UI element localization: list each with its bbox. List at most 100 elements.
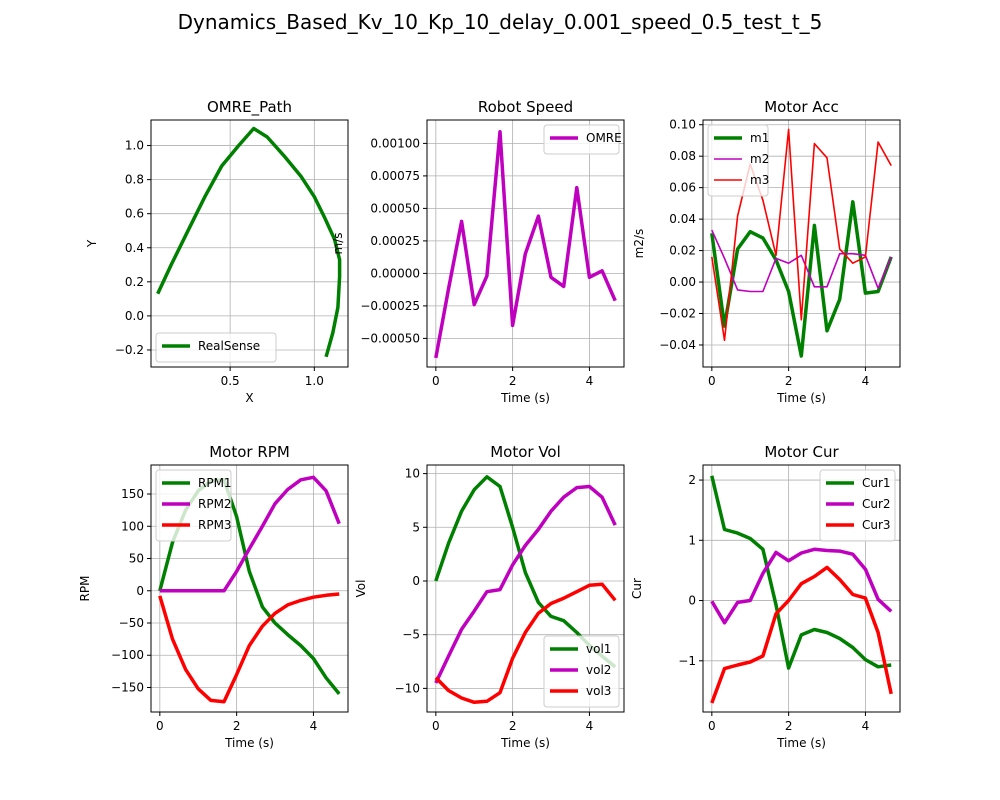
y-axis-label: Y	[85, 239, 99, 248]
panel-title: OMRE_Path	[207, 98, 292, 117]
y-tick-label: 0	[136, 584, 144, 598]
y-tick-label: 0.2	[125, 275, 144, 289]
panel-speed: 0 2 4 −0.00050 −0.00025 0.00000 0.00025 0.00050…	[331, 98, 625, 405]
x-axis-label: Time (s)	[500, 391, 550, 405]
x-tick-label: 0	[708, 719, 716, 733]
y-tick-label: 0.00000	[370, 266, 420, 280]
y-tick-label: 0.8	[125, 173, 144, 187]
legend: m1 m2 m3	[707, 124, 769, 197]
axes-frame	[150, 119, 349, 368]
series-line-cur1	[710, 475, 892, 670]
y-tick-label: 5	[412, 520, 420, 534]
y-tick-label: −0.00025	[360, 299, 420, 313]
y-tick-label: 2	[688, 473, 696, 487]
y-tick-label: 10	[405, 467, 420, 481]
y-tick-label: 1.0	[125, 139, 144, 153]
legend-label-vol3: vol3	[586, 684, 611, 698]
x-tick-label: 0	[432, 374, 440, 388]
y-tick-label: −50	[119, 616, 144, 630]
series-line-vol2	[434, 484, 617, 684]
legend-box	[707, 124, 769, 197]
y-axis-label: Cur	[630, 578, 644, 599]
x-tick-label: 0	[156, 719, 164, 733]
y-tick-label: 0.00025	[370, 234, 420, 248]
legend-label-m3: m3	[750, 173, 769, 187]
y-axis-label: m/s	[331, 233, 345, 255]
legend-label-m2: m2	[750, 152, 769, 166]
series-line-realsense	[156, 126, 342, 358]
axes-frame	[150, 464, 349, 713]
figure-title: Dynamics_Based_Kv_10_Kp_10_delay_0.001_s…	[177, 10, 823, 34]
x-tick-label: 4	[862, 374, 870, 388]
y-tick-label: 0	[688, 594, 696, 608]
y-tick-label: −0.2	[115, 343, 144, 357]
legend-label-rpm3: RPM3	[198, 518, 232, 532]
series-line-rpm3	[158, 592, 340, 704]
x-tick-label: 2	[509, 719, 517, 733]
y-tick-label: 100	[121, 519, 144, 533]
axes-frame	[702, 119, 901, 368]
x-tick-label: 0	[432, 719, 440, 733]
y-tick-label: 0.08	[669, 149, 696, 163]
legend-label-cur3: Cur3	[862, 518, 891, 532]
series-line-m2	[711, 229, 892, 293]
legend-box	[543, 124, 620, 155]
series-line-m3	[711, 128, 892, 342]
y-tick-label: 0.02	[669, 244, 696, 258]
panel-path: 0.5 1.0 −0.2 0.0 0.2 0.4 0.6 0.8 1.0 OMRE_Path X Y R…	[85, 98, 349, 405]
y-tick-label: 150	[121, 487, 144, 501]
x-tick-label: 4	[310, 719, 318, 733]
legend-label-cur1: Cur1	[862, 476, 891, 490]
x-tick-label: 2	[509, 374, 517, 388]
y-tick-label: 0.4	[125, 241, 144, 255]
y-tick-label: −5	[402, 628, 420, 642]
y-tick-label: −0.02	[659, 307, 696, 321]
axes-frame	[702, 464, 901, 713]
legend-label-vol1: vol1	[586, 642, 611, 656]
x-tick-label: 2	[785, 374, 793, 388]
x-tick-label: 4	[586, 719, 594, 733]
legend-label-rpm1: RPM1	[198, 476, 232, 490]
y-tick-label: 0	[412, 574, 420, 588]
legend: Cur1 Cur2 Cur3	[819, 469, 896, 542]
legend-label-m1: m1	[750, 131, 769, 145]
y-tick-label: −10	[395, 681, 420, 695]
y-tick-label: −0.00050	[360, 331, 420, 345]
series-line-cur2	[710, 547, 893, 625]
series-line-m1	[710, 200, 893, 358]
x-axis-label: X	[245, 391, 253, 405]
x-tick-label: 2	[233, 719, 241, 733]
y-axis-label: Vol	[354, 580, 368, 598]
x-tick-label: 1.0	[305, 374, 324, 388]
legend-box	[155, 332, 277, 363]
y-tick-label: 0.6	[125, 207, 144, 221]
legend: RealSense	[155, 332, 277, 363]
x-tick-label: 4	[586, 374, 594, 388]
series-line-vol3	[434, 582, 617, 705]
panel-rpm: 0 2 4 −150 −100 −50 0 50 100 150 Motor RPM Time (s)…	[78, 443, 349, 750]
legend-label-vol2: vol2	[586, 663, 611, 677]
x-tick-label: 4	[862, 719, 870, 733]
y-tick-label: 0.10	[669, 118, 696, 132]
series-line-cur3	[710, 565, 893, 704]
y-tick-label: 0.00050	[370, 201, 420, 215]
y-axis-label: RPM	[78, 576, 92, 602]
y-tick-label: 0.00100	[370, 136, 420, 150]
panel-title: Robot Speed	[478, 98, 573, 116]
panel-vol: 0 2 4 −10 −5 0 5 10 Motor Vol Time (s) Vol vol1 vol2…	[354, 443, 625, 750]
axes-frame	[426, 119, 625, 368]
legend-label-cur2: Cur2	[862, 497, 891, 511]
x-axis-label: Time (s)	[500, 736, 550, 750]
legend-label-omre: OMRE	[586, 131, 622, 145]
y-tick-label: −1	[678, 654, 696, 668]
legend-label-realsense: RealSense	[198, 339, 260, 353]
x-tick-label: 2	[785, 719, 793, 733]
y-tick-label: 0.04	[669, 212, 696, 226]
panel-title: Motor Cur	[764, 443, 839, 461]
panel-acc: 0 2 4 −0.04 −0.02 0.00 0.02 0.04 0.06 0.08 0.10 Mot…	[632, 98, 901, 405]
legend: RPM1 RPM2 RPM3	[155, 469, 232, 542]
y-axis-label: m2/s	[632, 229, 646, 259]
y-tick-label: 1	[688, 533, 696, 547]
panel-title: Motor Acc	[764, 98, 839, 116]
